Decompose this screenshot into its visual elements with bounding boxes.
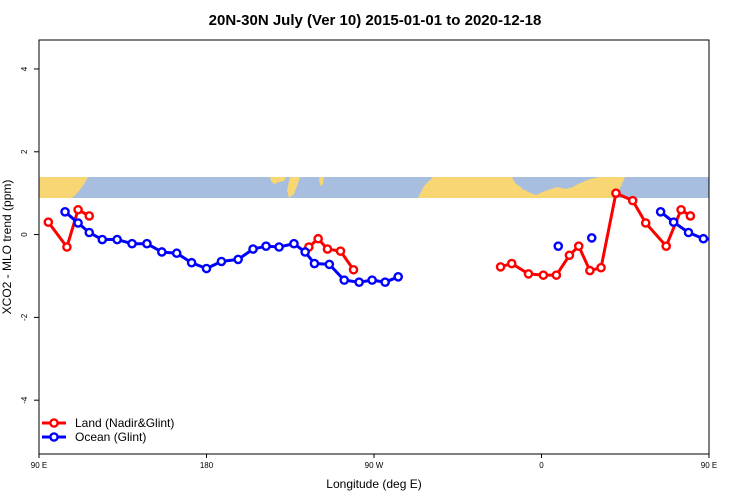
data-point: [171, 248, 182, 259]
series-line: [64, 210, 399, 284]
data-point: [289, 238, 299, 249]
data-point: [683, 227, 694, 238]
legend: Land (Nadir&Glint)Ocean (Glint): [42, 416, 174, 444]
land-area-africa-arabia: [418, 177, 625, 198]
land-area-asia: [39, 177, 88, 198]
data-point: [573, 241, 584, 251]
x-tick-label: 0: [539, 461, 544, 470]
land-area-baja: [270, 177, 286, 184]
data-point: [84, 211, 95, 221]
data-point: [73, 218, 83, 228]
x-tick-label: 90 E: [701, 461, 717, 470]
data-point: [523, 269, 534, 279]
data-point: [495, 262, 506, 272]
data-point: [553, 241, 564, 251]
data-point: [216, 256, 227, 267]
y-tick-label: -2: [20, 313, 29, 321]
data-point: [127, 238, 137, 249]
data-point: [611, 188, 621, 198]
data-point: [627, 195, 638, 206]
data-point: [698, 233, 709, 244]
data-point: [380, 277, 390, 287]
data-point: [324, 259, 335, 270]
data-point: [274, 242, 284, 252]
data-point: [668, 217, 679, 227]
data-point: [717, 236, 724, 243]
series-land: [43, 188, 696, 280]
series-line: [47, 208, 90, 249]
legend-marker: [49, 418, 59, 428]
plot-frame: [38, 39, 710, 455]
y-tick-label: -4: [20, 396, 29, 404]
data-point: [233, 254, 243, 265]
legend-marker: [49, 432, 59, 442]
data-point: [97, 234, 108, 245]
data-point: [586, 233, 597, 243]
data-point: [248, 244, 258, 254]
data-point: [300, 247, 310, 257]
data-point: [186, 257, 197, 268]
legend-label: Ocean (Glint): [75, 430, 146, 444]
data-point: [201, 263, 212, 274]
data-point: [112, 234, 122, 245]
data-point: [367, 275, 377, 285]
data-point: [746, 240, 750, 247]
data-point: [640, 218, 651, 228]
data-point: [322, 244, 333, 254]
red-sea-gap: [514, 177, 527, 190]
y-axis-label: XCO2 - MLO trend (ppm): [0, 180, 14, 315]
land-area-mexico: [287, 177, 300, 198]
legend-label: Land (Nadir&Glint): [75, 416, 174, 430]
data-point: [551, 270, 562, 280]
data-point: [142, 238, 152, 249]
data-point: [84, 227, 95, 238]
y-tick-label: 0: [20, 232, 29, 237]
data-point: [309, 258, 320, 269]
data-point: [354, 277, 364, 287]
series-line: [500, 191, 692, 277]
data-point: [506, 258, 517, 269]
data-point: [393, 272, 403, 282]
y-tick-label: 2: [20, 149, 29, 154]
data-point: [596, 262, 606, 273]
x-tick-label: 180: [200, 461, 214, 470]
x-axis-label: Longitude (deg E): [326, 477, 421, 491]
data-point: [538, 270, 549, 280]
land-area-florida: [319, 177, 324, 186]
data-point: [731, 240, 738, 247]
data-point: [62, 242, 72, 252]
x-tick-label: 90 E: [31, 461, 47, 470]
data-point: [157, 247, 167, 257]
data-point: [261, 241, 271, 251]
data-point: [339, 275, 350, 285]
data-point: [655, 207, 666, 217]
data-point: [73, 204, 83, 215]
chart-title: 20N-30N July (Ver 10) 2015-01-01 to 2020…: [209, 12, 542, 29]
data-point: [676, 204, 686, 215]
world-map-band: [39, 177, 709, 198]
data-point: [335, 246, 346, 256]
data-point: [348, 264, 359, 275]
data-point: [313, 233, 323, 244]
data-point: [43, 217, 54, 227]
data-point: [685, 211, 696, 221]
x-tick-label: 90 W: [365, 461, 384, 470]
y-tick-label: 4: [20, 66, 29, 71]
data-point: [60, 207, 70, 217]
data-point: [564, 250, 575, 261]
series-ocean: [60, 207, 750, 287]
data-point: [585, 265, 595, 276]
data-point: [661, 241, 671, 251]
